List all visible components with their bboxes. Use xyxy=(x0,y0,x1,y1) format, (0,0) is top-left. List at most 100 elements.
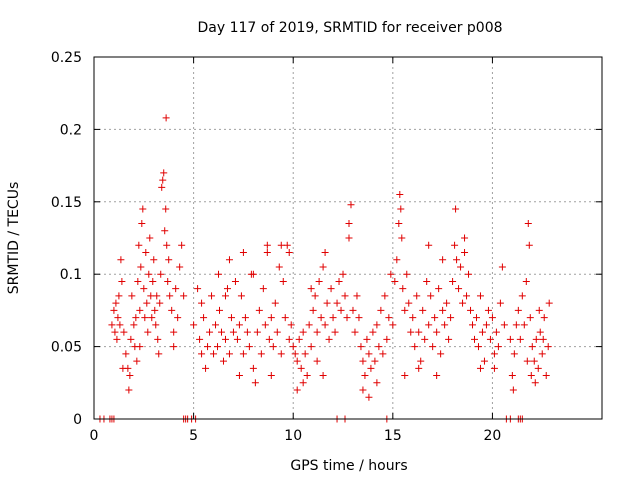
data-point xyxy=(176,263,184,271)
data-point xyxy=(476,364,484,372)
data-point xyxy=(307,343,315,351)
data-point xyxy=(417,357,425,365)
data-point xyxy=(443,299,451,307)
y-tick-label: 0 xyxy=(73,412,82,428)
x-tick-label: 0 xyxy=(90,428,99,444)
data-point xyxy=(528,343,536,351)
data-point xyxy=(415,328,423,336)
data-point xyxy=(536,328,544,336)
data-point xyxy=(111,328,119,336)
data-point xyxy=(151,306,159,314)
data-point xyxy=(540,314,548,322)
tick-labels: 0 5 10 15 20 0 0.05 0.1 0.15 0.2 0.25 xyxy=(51,50,502,444)
data-point xyxy=(405,299,413,307)
data-point xyxy=(170,328,178,336)
data-point xyxy=(225,256,233,264)
data-point xyxy=(523,357,531,365)
data-point xyxy=(371,357,379,365)
data-point xyxy=(159,176,167,184)
x-tick-label: 15 xyxy=(384,428,402,444)
data-point xyxy=(303,372,311,380)
data-point xyxy=(395,220,403,228)
data-point xyxy=(535,306,543,314)
data-point xyxy=(349,306,357,314)
data-point xyxy=(427,292,435,300)
data-point xyxy=(494,343,502,351)
data-point xyxy=(351,328,359,336)
data-point xyxy=(144,328,152,336)
data-point xyxy=(490,364,498,372)
data-point xyxy=(114,314,122,322)
data-point xyxy=(149,277,157,285)
data-point xyxy=(509,386,517,394)
data-point xyxy=(279,277,287,285)
data-point xyxy=(200,314,208,322)
data-point xyxy=(309,306,317,314)
data-point xyxy=(409,314,417,322)
data-point xyxy=(484,306,492,314)
data-point xyxy=(433,328,441,336)
data-point xyxy=(488,314,496,322)
data-point xyxy=(425,321,433,329)
data-point xyxy=(531,379,539,387)
data-point xyxy=(453,256,461,264)
data-point xyxy=(168,306,176,314)
data-point xyxy=(136,306,144,314)
data-point xyxy=(331,328,339,336)
data-point xyxy=(474,343,482,351)
data-point xyxy=(153,292,161,300)
data-point xyxy=(231,277,239,285)
data-point xyxy=(472,314,480,322)
data-point xyxy=(133,357,141,365)
data-point xyxy=(239,350,247,358)
data-point xyxy=(119,364,127,372)
data-point xyxy=(381,292,389,300)
data-point xyxy=(128,292,136,300)
data-point xyxy=(347,201,355,209)
data-point xyxy=(166,292,174,300)
x-tick-label: 5 xyxy=(189,428,198,444)
data-point xyxy=(122,350,130,358)
data-point xyxy=(243,328,251,336)
data-point xyxy=(287,321,295,329)
data-point xyxy=(319,372,327,380)
data-point xyxy=(202,364,210,372)
data-point xyxy=(321,248,329,256)
data-point xyxy=(437,350,445,358)
data-point xyxy=(136,343,144,351)
data-point xyxy=(115,292,123,300)
data-point xyxy=(335,277,343,285)
data-point xyxy=(277,350,285,358)
data-point xyxy=(212,321,220,329)
data-point xyxy=(449,277,457,285)
data-point xyxy=(545,299,553,307)
data-point xyxy=(157,270,165,278)
data-point xyxy=(281,314,289,322)
data-point xyxy=(163,241,171,249)
data-point xyxy=(341,292,349,300)
data-point xyxy=(359,386,367,394)
data-point xyxy=(461,248,469,256)
data-point xyxy=(174,314,182,322)
data-point xyxy=(423,277,431,285)
data-point xyxy=(108,321,116,329)
data-point xyxy=(162,205,170,213)
data-point xyxy=(125,386,133,394)
data-point xyxy=(492,328,500,336)
data-point xyxy=(357,343,365,351)
y-tick-label: 0.1 xyxy=(60,267,82,283)
data-point xyxy=(471,335,479,343)
data-point xyxy=(148,314,156,322)
data-point xyxy=(241,314,249,322)
data-point xyxy=(156,299,164,307)
data-point xyxy=(415,364,423,372)
data-point xyxy=(385,314,393,322)
data-point xyxy=(225,350,233,358)
data-point xyxy=(525,241,533,249)
axis-ticks xyxy=(93,56,602,420)
data-point xyxy=(451,241,459,249)
data-point xyxy=(138,220,146,228)
data-point xyxy=(132,314,140,322)
data-point xyxy=(154,335,162,343)
data-point xyxy=(206,328,214,336)
